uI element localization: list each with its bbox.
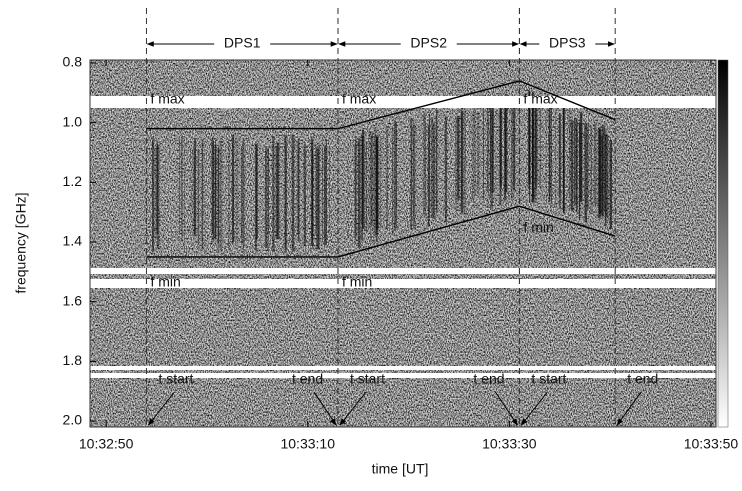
t-start-arrow: [520, 391, 548, 426]
y-tick-label: 1.6: [63, 292, 83, 308]
f-max-line: [519, 80, 616, 121]
t-end-arrow: [495, 391, 518, 426]
f-max-line: [337, 80, 520, 130]
y-axis-label: frequency [GHz]: [13, 192, 29, 293]
t-start-label: t start: [531, 371, 566, 387]
x-tick-label: 10:33:50: [684, 436, 739, 452]
y-tick-label: 0.8: [63, 54, 83, 70]
t-end-arrow: [616, 391, 642, 426]
y-tick-label: 1.4: [63, 233, 83, 249]
x-axis-label: time [UT]: [372, 461, 429, 477]
segment-name: DPS2: [410, 35, 447, 51]
y-tick-label: 1.0: [63, 113, 83, 129]
t-end-label: t end: [473, 371, 504, 387]
f-min-label: f min: [342, 274, 372, 290]
white-band: [90, 268, 716, 274]
t-end-label: t end: [627, 371, 658, 387]
segment-name: DPS1: [224, 35, 261, 51]
colorbar: [717, 59, 729, 428]
plot-frame: [89, 59, 717, 428]
x-tick-label: 10:33:30: [482, 436, 537, 452]
f-min-line: [337, 205, 520, 258]
x-tick-label: 10:33:10: [280, 436, 335, 452]
f-min-label: f min: [523, 219, 553, 235]
y-tick-label: 1.2: [63, 173, 83, 189]
t-start-label: t start: [350, 371, 385, 387]
f-max-label: f max: [523, 91, 557, 107]
segment-name: DPS3: [549, 35, 586, 51]
white-band: [90, 373, 716, 378]
t-start-arrow: [148, 391, 175, 426]
burst-texture: [151, 90, 612, 253]
noise-texture: [90, 60, 716, 427]
f-max-label: f max: [342, 91, 376, 107]
y-tick-label: 2.0: [63, 412, 83, 428]
f-max-label: f max: [150, 91, 184, 107]
f-min-label: f min: [150, 274, 180, 290]
t-end-arrow: [313, 391, 337, 426]
t-start-arrow: [339, 391, 367, 426]
white-band: [90, 366, 716, 370]
t-start-label: t start: [158, 371, 193, 387]
white-band: [90, 96, 716, 108]
t-end-label: t end: [292, 371, 323, 387]
white-band: [90, 279, 716, 288]
x-tick-label: 10:32:50: [79, 436, 134, 452]
f-min-line: [519, 205, 616, 237]
y-tick-label: 1.8: [63, 352, 83, 368]
